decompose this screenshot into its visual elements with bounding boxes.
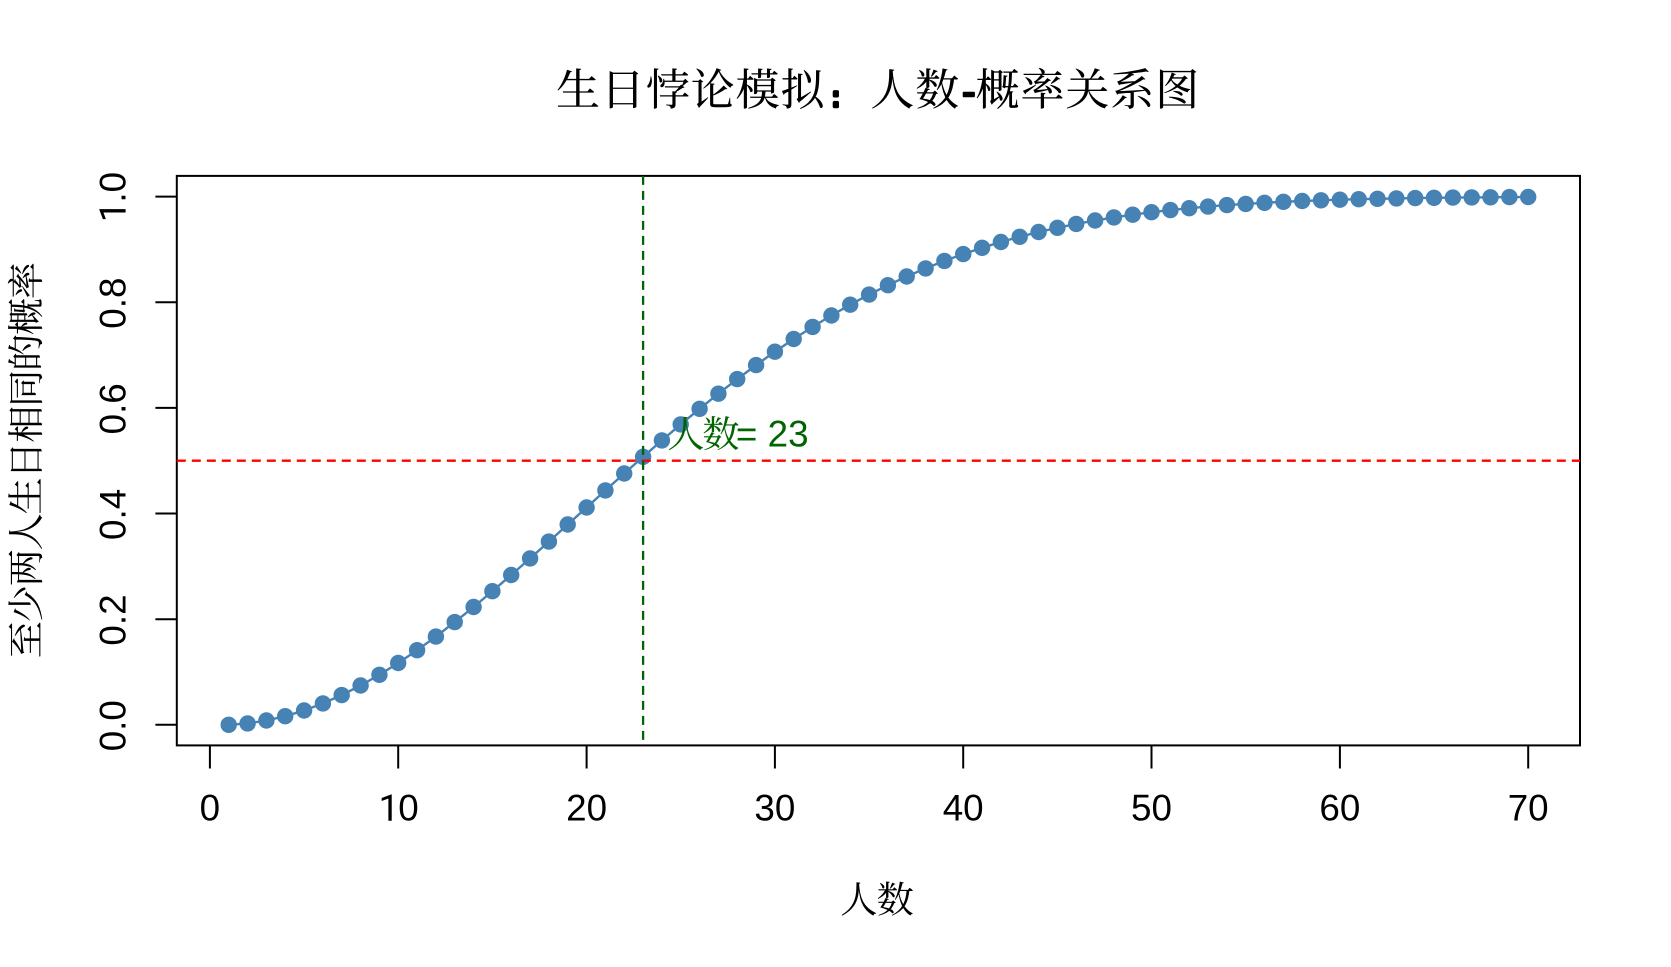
svg-text:0.8: 0.8: [93, 278, 134, 329]
svg-text:= 23: = 23: [736, 414, 809, 455]
svg-text:50: 50: [1131, 788, 1172, 829]
svg-text:70: 70: [1508, 788, 1549, 829]
svg-text:0.2: 0.2: [93, 594, 134, 645]
svg-text:20: 20: [566, 788, 607, 829]
svg-text:0.0: 0.0: [93, 700, 134, 751]
svg-text:60: 60: [1319, 788, 1360, 829]
svg-text:0: 0: [200, 788, 220, 829]
svg-text:0.4: 0.4: [93, 489, 134, 540]
svg-text:30: 30: [754, 788, 795, 829]
svg-text:0.6: 0.6: [93, 383, 134, 434]
svg-text:0: 0: [398, 788, 418, 829]
svg-text:40: 40: [943, 788, 984, 829]
svg-text:.0: .0: [93, 172, 134, 203]
